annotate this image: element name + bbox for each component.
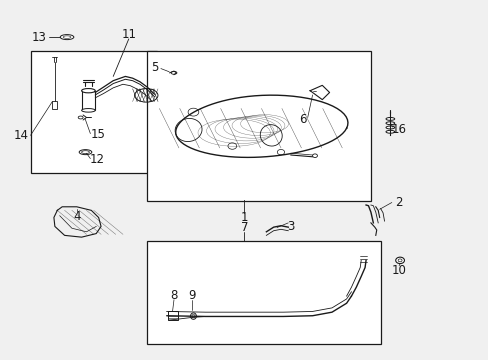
Ellipse shape [78, 116, 83, 119]
Bar [147, 51, 370, 202]
Text: 12: 12 [90, 153, 105, 166]
Ellipse shape [385, 117, 394, 120]
Text: 5: 5 [151, 61, 158, 74]
Text: 10: 10 [391, 264, 406, 276]
Text: 7: 7 [240, 221, 248, 234]
Text: 9: 9 [188, 289, 196, 302]
Text: 2: 2 [395, 196, 402, 209]
Text: 16: 16 [391, 123, 406, 136]
Text: 4: 4 [73, 210, 81, 223]
Bar [81, 91, 95, 111]
Text: 8: 8 [170, 289, 177, 302]
Ellipse shape [60, 35, 74, 40]
Text: 11: 11 [121, 28, 136, 41]
Ellipse shape [395, 257, 404, 264]
Ellipse shape [385, 122, 394, 125]
Ellipse shape [385, 130, 394, 133]
Bar [147, 241, 380, 344]
Ellipse shape [63, 36, 71, 39]
Ellipse shape [397, 259, 401, 262]
Ellipse shape [385, 126, 394, 129]
Ellipse shape [190, 313, 196, 319]
Text: 13: 13 [32, 31, 47, 44]
Ellipse shape [79, 150, 92, 155]
Bar [52, 102, 57, 109]
Text: 15: 15 [90, 128, 105, 141]
Text: 1: 1 [240, 211, 248, 224]
Ellipse shape [81, 151, 89, 154]
Text: 3: 3 [286, 220, 294, 233]
Bar [167, 311, 178, 320]
Text: 6: 6 [299, 113, 306, 126]
Bar [30, 51, 157, 173]
Text: 14: 14 [13, 129, 28, 142]
Ellipse shape [81, 89, 95, 93]
Ellipse shape [192, 314, 195, 318]
Ellipse shape [81, 109, 95, 112]
